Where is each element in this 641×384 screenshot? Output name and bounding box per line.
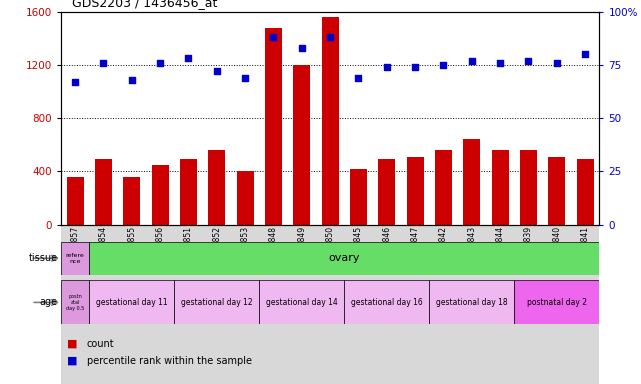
- Point: [98, 60, 108, 66]
- Text: ■: ■: [67, 356, 78, 366]
- Bar: [61, 242, 89, 275]
- Bar: [123, 177, 140, 225]
- Point: [70, 79, 80, 85]
- Point: [183, 55, 194, 61]
- Bar: [294, 65, 310, 225]
- Point: [438, 62, 449, 68]
- Bar: [95, 159, 112, 225]
- Bar: [378, 159, 395, 225]
- Point: [495, 60, 505, 66]
- Point: [240, 74, 250, 81]
- Bar: [174, 280, 259, 324]
- Text: postn
atal
day 0.5: postn atal day 0.5: [66, 294, 84, 311]
- Bar: [435, 150, 452, 225]
- Text: count: count: [87, 339, 114, 349]
- Bar: [180, 159, 197, 225]
- Bar: [520, 150, 537, 225]
- Text: tissue: tissue: [29, 253, 58, 263]
- Bar: [429, 280, 514, 324]
- Point: [523, 58, 533, 64]
- Text: gestational day 14: gestational day 14: [266, 298, 338, 307]
- Text: GDS2203 / 1436456_at: GDS2203 / 1436456_at: [72, 0, 217, 9]
- Point: [552, 60, 562, 66]
- FancyBboxPatch shape: [61, 225, 599, 384]
- Point: [410, 64, 420, 70]
- Text: gestational day 18: gestational day 18: [436, 298, 508, 307]
- Bar: [89, 280, 174, 324]
- Bar: [344, 280, 429, 324]
- Bar: [237, 171, 254, 225]
- Bar: [265, 28, 282, 225]
- Bar: [514, 280, 599, 324]
- Point: [212, 68, 222, 74]
- Text: refere
nce: refere nce: [65, 253, 85, 264]
- Text: gestational day 16: gestational day 16: [351, 298, 422, 307]
- Bar: [67, 177, 83, 225]
- Text: gestational day 11: gestational day 11: [96, 298, 167, 307]
- Text: postnatal day 2: postnatal day 2: [527, 298, 587, 307]
- Point: [155, 60, 165, 66]
- Point: [467, 58, 477, 64]
- Bar: [350, 169, 367, 225]
- Point: [381, 64, 392, 70]
- Bar: [492, 150, 509, 225]
- Bar: [259, 280, 344, 324]
- Bar: [463, 139, 480, 225]
- Text: percentile rank within the sample: percentile rank within the sample: [87, 356, 251, 366]
- Bar: [208, 150, 225, 225]
- Bar: [151, 165, 169, 225]
- Text: ■: ■: [67, 339, 78, 349]
- Point: [580, 51, 590, 57]
- Point: [127, 77, 137, 83]
- Point: [297, 45, 307, 51]
- Text: ovary: ovary: [329, 253, 360, 263]
- Point: [325, 34, 335, 40]
- Point: [353, 74, 363, 81]
- Text: gestational day 12: gestational day 12: [181, 298, 253, 307]
- Bar: [548, 157, 565, 225]
- Bar: [61, 280, 89, 324]
- Bar: [322, 17, 338, 225]
- Point: [269, 34, 279, 40]
- Bar: [406, 157, 424, 225]
- Text: age: age: [40, 297, 58, 308]
- Bar: [577, 159, 594, 225]
